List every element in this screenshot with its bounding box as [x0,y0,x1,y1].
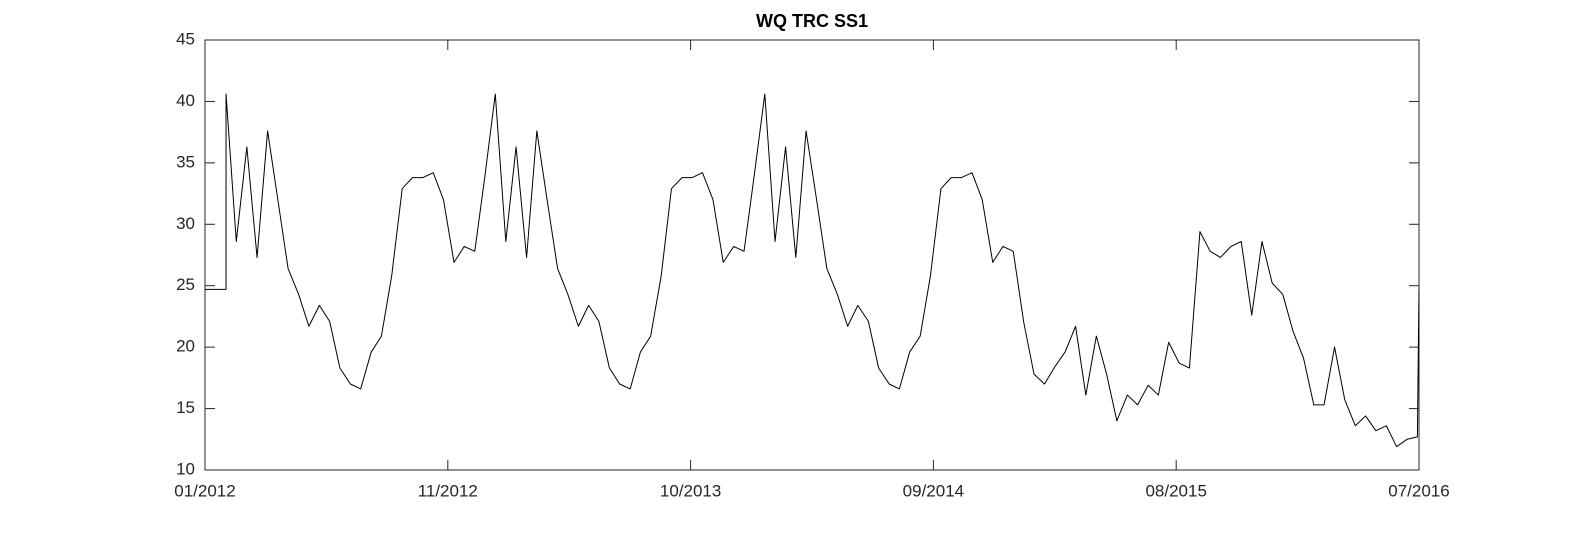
y-tick-label: 30 [176,214,195,233]
x-tick-label: 11/2012 [418,481,478,500]
y-tick-label: 45 [176,29,195,48]
x-tick-label: 09/2014 [903,481,964,500]
y-tick-label: 10 [176,459,195,478]
x-tick-label: 07/2016 [1388,481,1449,500]
x-tick-label: 08/2015 [1145,481,1206,500]
data-line [205,93,1420,448]
x-tick-label: 10/2013 [660,481,721,500]
y-tick-label: 35 [176,152,195,171]
y-tick-label: 25 [176,275,195,294]
y-tick-label: 15 [176,398,195,417]
y-tick-label: 40 [176,91,195,110]
plot-frame [204,39,1420,471]
x-tick-label: 01/2012 [174,481,235,500]
y-tick-label: 20 [176,337,195,356]
chart-title: WQ TRC SS1 [756,11,868,31]
